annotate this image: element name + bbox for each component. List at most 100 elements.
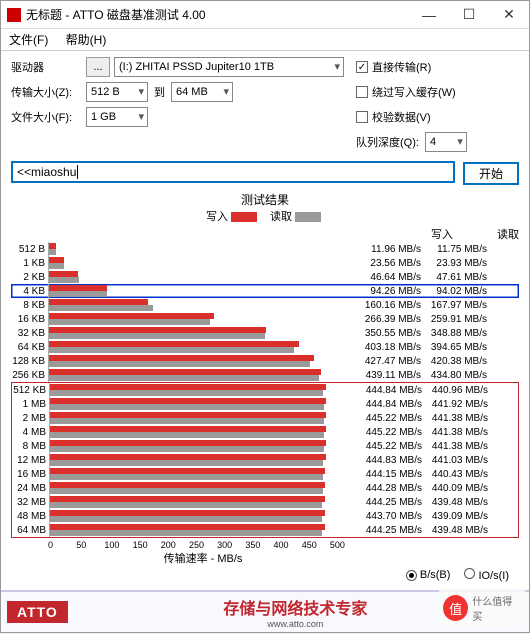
atto-logo: ATTO — [7, 601, 68, 623]
read-value: 440.43 MB/s — [422, 469, 488, 480]
direct-checkbox[interactable]: ✓ — [356, 61, 368, 73]
menubar: 文件(F) 帮助(H) — [1, 29, 529, 51]
row-label: 12 MB — [12, 455, 49, 466]
results-title: 测试结果 — [11, 191, 519, 208]
menu-help[interactable]: 帮助(H) — [66, 33, 107, 47]
write-value: 445.22 MB/s — [359, 441, 422, 452]
queue-label: 队列深度(Q): — [356, 134, 419, 150]
drive-select[interactable]: (I:) ZHITAI PSSD Jupiter10 1TB — [114, 57, 344, 77]
read-bar — [49, 375, 319, 381]
write-value: 350.55 MB/s — [358, 328, 421, 339]
direct-label: 直接传输(R) — [372, 59, 431, 75]
read-value: 439.48 MB/s — [422, 497, 488, 508]
row-label: 48 MB — [12, 511, 49, 522]
write-value: 160.16 MB/s — [358, 300, 421, 311]
read-value: 394.65 MB/s — [421, 342, 487, 353]
write-value: 445.22 MB/s — [359, 413, 422, 424]
menu-file[interactable]: 文件(F) — [9, 33, 48, 47]
write-value: 46.64 MB/s — [358, 272, 421, 283]
maximize-button[interactable]: ☐ — [449, 1, 489, 29]
read-bar — [50, 446, 324, 452]
chart-row: 512 KB444.84 MB/s440.96 MB/s — [12, 383, 518, 397]
description-input[interactable]: << miaoshu — [11, 161, 455, 183]
read-value: 439.48 MB/s — [422, 525, 488, 536]
row-label: 16 KB — [11, 314, 48, 325]
file-size-label: 文件大小(F): — [11, 109, 86, 125]
titlebar: 无标题 - ATTO 磁盘基准测试 4.00 — ☐ ✕ — [1, 1, 529, 29]
watermark: 值 什么值得买 — [439, 588, 525, 628]
write-value: 427.47 MB/s — [358, 356, 421, 367]
read-bar — [50, 530, 322, 536]
read-swatch — [295, 212, 321, 222]
bypass-checkbox[interactable] — [356, 86, 368, 98]
write-value: 444.83 MB/s — [359, 455, 422, 466]
start-button[interactable]: 开始 — [463, 162, 519, 185]
chart-row: 32 MB444.25 MB/s439.48 MB/s — [12, 495, 518, 509]
chart-row: 48 MB443.70 MB/s439.09 MB/s — [12, 509, 518, 523]
write-swatch — [231, 212, 257, 222]
read-value: 47.61 MB/s — [421, 272, 487, 283]
write-value: 445.22 MB/s — [359, 427, 422, 438]
row-label: 24 MB — [12, 483, 49, 494]
row-label: 512 KB — [12, 385, 49, 396]
read-bar — [49, 361, 310, 367]
x-axis-label: 传输速率 - MB/s — [11, 550, 358, 566]
chart-row: 8 KB160.16 MB/s167.97 MB/s — [11, 298, 519, 312]
read-bar — [50, 390, 323, 396]
chart-row: 64 MB444.25 MB/s439.48 MB/s — [12, 523, 518, 537]
verify-checkbox[interactable] — [356, 111, 368, 123]
read-bar — [50, 502, 322, 508]
read-value: 348.88 MB/s — [421, 328, 487, 339]
read-value: 434.80 MB/s — [421, 370, 487, 381]
row-label: 1 MB — [12, 399, 49, 410]
read-value: 440.09 MB/s — [422, 483, 488, 494]
write-value: 444.28 MB/s — [359, 483, 422, 494]
legend: 写入 读取 — [11, 208, 519, 224]
minimize-button[interactable]: — — [409, 1, 449, 29]
write-value: 444.25 MB/s — [359, 525, 422, 536]
browse-button[interactable]: ... — [86, 57, 110, 77]
chart-row: 256 KB439.11 MB/s434.80 MB/s — [11, 368, 519, 382]
read-value: 441.38 MB/s — [422, 441, 488, 452]
chart-row: 32 KB350.55 MB/s348.88 MB/s — [11, 326, 519, 340]
column-headers: 写入 读取 — [11, 226, 519, 242]
read-bar — [50, 488, 323, 494]
read-bar — [49, 277, 79, 283]
queue-select[interactable]: 4 — [425, 132, 467, 152]
read-value: 439.09 MB/s — [422, 511, 488, 522]
read-bar — [50, 418, 324, 424]
row-label: 2 KB — [11, 272, 48, 283]
read-bar — [50, 474, 323, 480]
read-bar — [49, 249, 56, 255]
chart-row: 64 KB403.18 MB/s394.65 MB/s — [11, 340, 519, 354]
read-bar — [49, 333, 265, 339]
write-value: 444.84 MB/s — [359, 399, 422, 410]
read-value: 23.93 MB/s — [421, 258, 487, 269]
app-window: 无标题 - ATTO 磁盘基准测试 4.00 — ☐ ✕ 文件(F) 帮助(H)… — [0, 0, 530, 633]
chart-row: 1 MB444.84 MB/s441.92 MB/s — [12, 397, 518, 411]
chart-row: 128 KB427.47 MB/s420.38 MB/s — [11, 354, 519, 368]
xfer-size-label: 传输大小(Z): — [11, 84, 86, 100]
chart-row: 512 B11.96 MB/s11.75 MB/s — [11, 242, 519, 256]
read-value: 94.02 MB/s — [421, 286, 487, 297]
chart-row: 16 KB266.39 MB/s259.91 MB/s — [11, 312, 519, 326]
size-from-select[interactable]: 512 B — [86, 82, 148, 102]
read-value: 440.96 MB/s — [422, 385, 488, 396]
row-label: 512 B — [11, 244, 48, 255]
units-io-radio[interactable]: IO/s(I) — [464, 568, 509, 582]
window-title: 无标题 - ATTO 磁盘基准测试 4.00 — [26, 6, 409, 23]
units-bytes-radio[interactable]: B/s(B) — [406, 569, 451, 581]
file-size-select[interactable]: 1 GB — [86, 107, 148, 127]
row-label: 4 MB — [12, 427, 49, 438]
write-value: 94.26 MB/s — [358, 286, 421, 297]
row-label: 1 KB — [11, 258, 48, 269]
read-value: 259.91 MB/s — [421, 314, 487, 325]
close-button[interactable]: ✕ — [489, 1, 529, 29]
benchmark-chart: 512 B11.96 MB/s11.75 MB/s1 KB23.56 MB/s2… — [11, 242, 519, 538]
row-label: 8 MB — [12, 441, 49, 452]
bypass-label: 绕过写入缓存(W) — [372, 84, 456, 100]
row-label: 256 KB — [11, 370, 48, 381]
row-label: 4 KB — [11, 286, 48, 297]
chart-row: 4 MB445.22 MB/s441.38 MB/s — [12, 425, 518, 439]
size-to-select[interactable]: 64 MB — [171, 82, 233, 102]
